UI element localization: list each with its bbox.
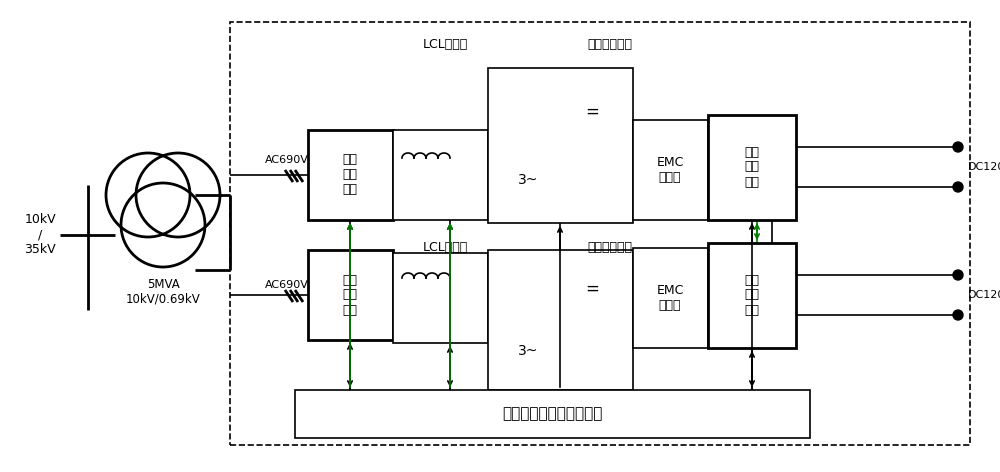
Text: AC690V: AC690V <box>265 280 309 290</box>
Text: 三电平变流器: 三电平变流器 <box>588 39 633 51</box>
Bar <box>295 390 810 438</box>
Bar <box>708 243 796 348</box>
Text: 5MVA
10kV/0.69kV: 5MVA 10kV/0.69kV <box>126 278 200 306</box>
Bar <box>393 130 488 220</box>
Text: 直流
配电
单元: 直流 配电 单元 <box>744 273 760 317</box>
Text: EMC
滤波器: EMC 滤波器 <box>656 156 684 184</box>
Text: 交流
配电
单元: 交流 配电 单元 <box>342 273 358 317</box>
Bar <box>308 250 393 340</box>
Text: 3~: 3~ <box>518 173 539 186</box>
Bar <box>488 68 633 223</box>
Text: =: = <box>585 102 599 120</box>
Text: 3~: 3~ <box>518 344 539 358</box>
Text: DC1200V~1800V: DC1200V~1800V <box>968 162 1000 172</box>
Circle shape <box>953 270 963 280</box>
Circle shape <box>953 142 963 152</box>
Text: 三电平变流器: 三电平变流器 <box>588 242 633 254</box>
Bar <box>230 22 970 445</box>
Text: AC690V: AC690V <box>265 155 309 165</box>
Circle shape <box>953 310 963 320</box>
Bar <box>308 130 393 220</box>
Bar <box>633 248 708 348</box>
Text: LCL滤波器: LCL滤波器 <box>422 39 468 51</box>
Circle shape <box>953 182 963 192</box>
Text: =: = <box>585 280 599 298</box>
Text: 交流
配电
单元: 交流 配电 单元 <box>342 153 358 196</box>
Bar <box>708 115 796 220</box>
Bar <box>393 253 488 343</box>
Text: EMC
滤波器: EMC 滤波器 <box>656 284 684 312</box>
Text: DC1200V~1800V: DC1200V~1800V <box>968 290 1000 300</box>
Text: 10kV
/
35kV: 10kV / 35kV <box>24 213 56 256</box>
Text: LCL滤波器: LCL滤波器 <box>422 242 468 254</box>
Bar <box>488 250 633 390</box>
Text: 虚拟同步机集中控制单元: 虚拟同步机集中控制单元 <box>502 406 602 421</box>
Text: 直流
配电
单元: 直流 配电 单元 <box>744 145 760 188</box>
Bar <box>633 120 708 220</box>
